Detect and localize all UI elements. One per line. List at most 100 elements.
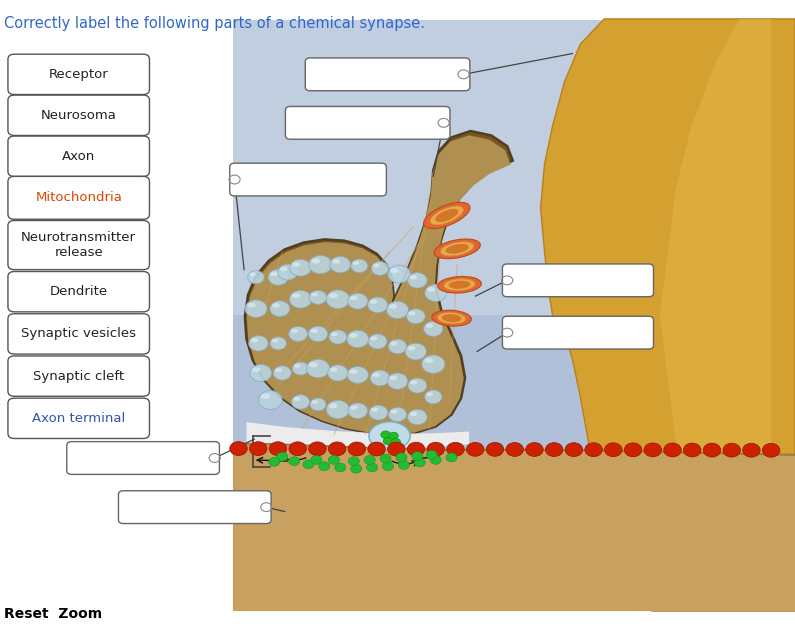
Ellipse shape (425, 390, 442, 404)
FancyBboxPatch shape (8, 272, 149, 312)
Ellipse shape (409, 412, 417, 416)
FancyBboxPatch shape (67, 442, 219, 474)
Ellipse shape (424, 202, 470, 229)
Text: Correctly label the following parts of a chemical synapse.: Correctly label the following parts of a… (4, 16, 425, 31)
Circle shape (328, 455, 339, 464)
Circle shape (430, 455, 441, 464)
Ellipse shape (370, 336, 378, 341)
Ellipse shape (432, 310, 471, 326)
Bar (233, 20, 795, 611)
Ellipse shape (389, 304, 398, 309)
Circle shape (270, 442, 287, 455)
Ellipse shape (308, 255, 332, 274)
Ellipse shape (442, 314, 461, 322)
Ellipse shape (328, 293, 338, 298)
Circle shape (289, 442, 306, 455)
Ellipse shape (312, 400, 318, 404)
Polygon shape (541, 19, 795, 611)
Ellipse shape (371, 408, 378, 412)
Ellipse shape (373, 264, 380, 268)
Ellipse shape (278, 265, 297, 280)
Ellipse shape (270, 301, 290, 317)
Circle shape (381, 431, 390, 438)
Ellipse shape (369, 405, 388, 420)
Ellipse shape (409, 275, 417, 280)
Ellipse shape (409, 311, 416, 316)
Ellipse shape (434, 239, 480, 259)
Ellipse shape (350, 369, 358, 374)
Text: Axon: Axon (62, 150, 95, 163)
Ellipse shape (293, 397, 301, 401)
Circle shape (348, 457, 359, 466)
Ellipse shape (390, 341, 398, 346)
Ellipse shape (293, 362, 308, 375)
Circle shape (391, 438, 401, 446)
Ellipse shape (326, 290, 350, 309)
Ellipse shape (292, 293, 301, 298)
Ellipse shape (435, 209, 459, 222)
Circle shape (624, 443, 642, 457)
Ellipse shape (311, 292, 318, 297)
Ellipse shape (425, 284, 447, 302)
Polygon shape (246, 135, 510, 435)
Ellipse shape (270, 337, 286, 350)
Ellipse shape (289, 290, 312, 308)
Ellipse shape (426, 324, 433, 328)
Polygon shape (245, 131, 513, 435)
Ellipse shape (310, 398, 326, 411)
Circle shape (328, 442, 346, 456)
Ellipse shape (438, 277, 481, 293)
FancyBboxPatch shape (8, 176, 149, 219)
Ellipse shape (437, 312, 466, 324)
Ellipse shape (388, 339, 407, 354)
Ellipse shape (312, 258, 320, 263)
Circle shape (382, 462, 394, 471)
Ellipse shape (408, 410, 427, 425)
Ellipse shape (273, 366, 291, 380)
FancyBboxPatch shape (8, 356, 149, 396)
Circle shape (762, 444, 780, 457)
Ellipse shape (390, 375, 398, 380)
Text: Synaptic vesicles: Synaptic vesicles (21, 328, 136, 340)
Polygon shape (246, 422, 469, 447)
Ellipse shape (353, 261, 359, 265)
Ellipse shape (370, 300, 378, 304)
Circle shape (319, 462, 330, 471)
Ellipse shape (347, 330, 369, 348)
Circle shape (269, 457, 280, 466)
Ellipse shape (329, 330, 347, 344)
Ellipse shape (306, 359, 330, 378)
Ellipse shape (261, 394, 270, 399)
FancyBboxPatch shape (502, 316, 653, 349)
FancyBboxPatch shape (8, 54, 149, 94)
Text: Neurotransmitter
release: Neurotransmitter release (21, 231, 136, 259)
Text: Mitochondria: Mitochondria (35, 192, 122, 204)
Ellipse shape (250, 273, 256, 277)
Text: Receptor: Receptor (48, 68, 109, 81)
Ellipse shape (372, 373, 380, 377)
FancyBboxPatch shape (285, 106, 450, 139)
Circle shape (487, 442, 504, 456)
Ellipse shape (408, 346, 416, 350)
Circle shape (412, 452, 423, 461)
Ellipse shape (268, 269, 289, 285)
Ellipse shape (425, 358, 433, 363)
Circle shape (335, 463, 346, 472)
Ellipse shape (369, 422, 410, 450)
Ellipse shape (426, 392, 433, 396)
Ellipse shape (387, 373, 408, 389)
Circle shape (364, 455, 375, 464)
Circle shape (311, 455, 322, 464)
Ellipse shape (247, 303, 256, 307)
Ellipse shape (310, 329, 318, 333)
Circle shape (684, 443, 701, 457)
Text: Axon terminal: Axon terminal (32, 412, 126, 425)
Ellipse shape (351, 259, 368, 273)
Circle shape (525, 442, 543, 456)
Circle shape (644, 443, 661, 457)
Text: Synaptic cleft: Synaptic cleft (33, 370, 124, 382)
Ellipse shape (245, 300, 267, 318)
Circle shape (427, 442, 444, 456)
Circle shape (303, 460, 314, 469)
Text: Dendrite: Dendrite (49, 285, 108, 298)
